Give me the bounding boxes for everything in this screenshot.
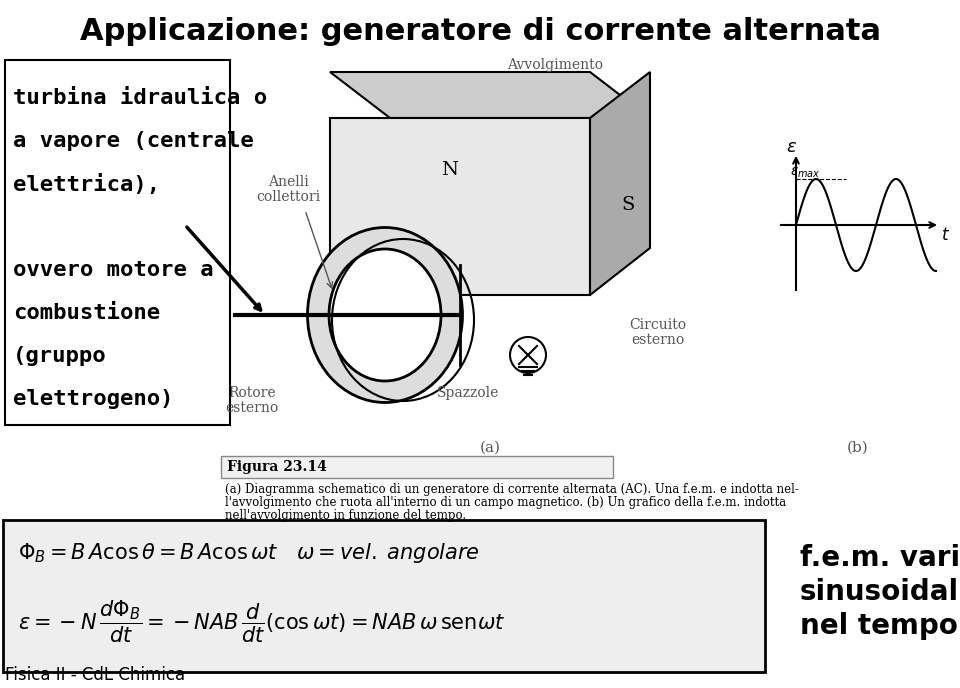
- Polygon shape: [330, 72, 650, 118]
- FancyBboxPatch shape: [221, 456, 613, 478]
- Text: Rotore: Rotore: [228, 386, 276, 400]
- Text: esterno: esterno: [226, 401, 278, 415]
- Text: Applicazione: generatore di corrente alternata: Applicazione: generatore di corrente alt…: [80, 17, 880, 47]
- Text: $\varepsilon = -N\,\dfrac{d\Phi_B}{dt} = -NAB\,\dfrac{d}{dt}(\cos\omega t) = NAB: $\varepsilon = -N\,\dfrac{d\Phi_B}{dt} =…: [18, 599, 505, 645]
- Text: (gruppo: (gruppo: [13, 346, 107, 366]
- Text: $t$: $t$: [942, 226, 950, 244]
- FancyBboxPatch shape: [3, 520, 765, 672]
- FancyBboxPatch shape: [220, 55, 760, 455]
- Text: Fisica II - CdL Chimica: Fisica II - CdL Chimica: [5, 666, 185, 684]
- Text: f.e.m. variabile: f.e.m. variabile: [800, 544, 960, 572]
- Text: collettori: collettori: [256, 190, 320, 204]
- Text: turbina idraulica o: turbina idraulica o: [13, 88, 267, 108]
- Text: $\Phi_B = B\,A\cos\theta = B\,A\cos\omega t \quad \omega = vel.\; angolare$: $\Phi_B = B\,A\cos\theta = B\,A\cos\omeg…: [18, 541, 480, 565]
- Text: S: S: [621, 196, 635, 214]
- Text: elettrica),: elettrica),: [13, 174, 160, 195]
- Text: N: N: [442, 161, 459, 179]
- Text: $\varepsilon$: $\varepsilon$: [786, 138, 798, 156]
- Text: sinusoidalmente: sinusoidalmente: [800, 578, 960, 606]
- Text: nell'avvolgimento in funzione del tempo.: nell'avvolgimento in funzione del tempo.: [225, 509, 467, 522]
- Polygon shape: [590, 72, 650, 295]
- Circle shape: [510, 337, 546, 373]
- Text: (b): (b): [847, 441, 869, 455]
- Text: a vapore (centrale: a vapore (centrale: [13, 131, 253, 151]
- Text: combustione: combustione: [13, 303, 160, 323]
- Text: l'avvolgimento che ruota all'interno di un campo magnetico. (b) Un grafico della: l'avvolgimento che ruota all'interno di …: [225, 496, 786, 509]
- Ellipse shape: [307, 228, 463, 402]
- Text: (a) Diagramma schematico di un generatore di corrente alternata (AC). Una f.e.m.: (a) Diagramma schematico di un generator…: [225, 483, 799, 496]
- Ellipse shape: [329, 249, 441, 381]
- Text: Figura 23.14: Figura 23.14: [227, 460, 326, 474]
- FancyBboxPatch shape: [5, 60, 230, 425]
- Text: esterno: esterno: [632, 333, 684, 347]
- Polygon shape: [330, 118, 590, 295]
- Text: nel tempo: nel tempo: [800, 612, 958, 640]
- Text: ovvero motore a: ovvero motore a: [13, 260, 214, 280]
- Text: Avvolgimento: Avvolgimento: [507, 58, 603, 72]
- Text: Spazzole: Spazzole: [437, 386, 499, 400]
- Text: Circuito: Circuito: [630, 318, 686, 332]
- Text: elettrogeno): elettrogeno): [13, 389, 174, 409]
- Text: Anelli: Anelli: [268, 175, 308, 189]
- Text: (a): (a): [479, 441, 500, 455]
- Text: $\varepsilon_{max}$: $\varepsilon_{max}$: [790, 166, 821, 180]
